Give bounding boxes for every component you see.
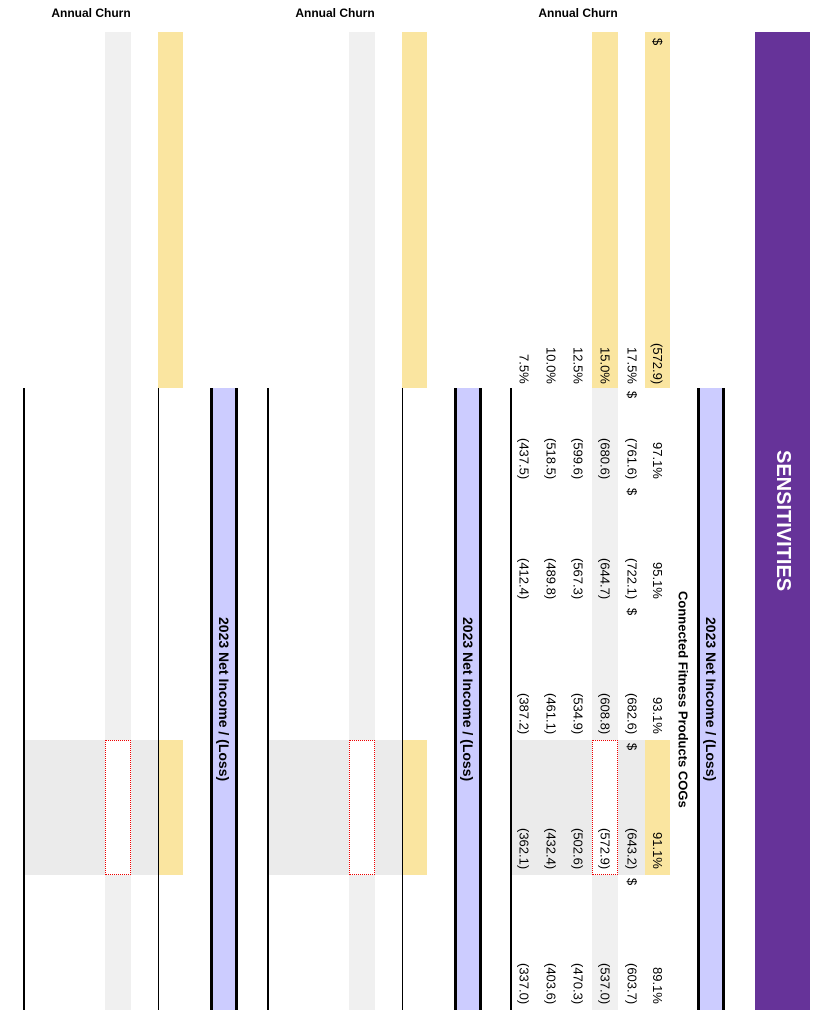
cell-value: (502.6) [570,827,586,869]
table-header: 2023 Net Income / (Loss) [703,616,719,782]
row-label: 7.5% [516,354,532,384]
column-highlight [645,740,670,875]
cell-value: (362.1) [516,827,532,869]
bottom-border [510,388,512,1010]
cell-value: (461.1) [543,692,559,734]
row-band [349,388,375,1010]
title: SENSITIVITIES [772,450,794,592]
selected-cell [105,740,131,875]
gray-strip [349,32,375,388]
axis-label: Annual Churn [538,6,618,20]
bottom-border [267,388,269,1010]
cell-value: (643.2) [624,827,640,869]
border-line [402,388,403,1010]
header-highlight [402,32,427,388]
cell-value: (412.4) [516,557,532,599]
cell-value: (534.9) [570,692,586,734]
row-label: 17.5% [624,347,640,384]
header-highlight [645,32,670,388]
cell-value: (518.5) [543,437,559,479]
cell-value: (432.4) [543,827,559,869]
cell-value: (403.6) [543,962,559,1004]
column-highlight [158,740,183,875]
base-currency: $ [650,38,665,46]
column-header: 95.1% [650,562,665,599]
table-header: 2023 Net Income / (Loss) [460,616,476,782]
currency: $ [624,878,640,886]
row-label-highlight [592,32,618,388]
axis-label: Annual Churn [295,6,375,20]
column-title: Connected Fitness Products COGs [675,590,691,808]
column-band [511,740,670,875]
cell-value: (603.7) [624,962,640,1004]
column-header: 97.1% [650,442,665,479]
row-band [592,388,618,1010]
table-header: 2023 Net Income / (Loss) [216,616,232,782]
gray-strip [105,32,131,388]
header-highlight [158,32,183,388]
selected-cell [592,740,618,875]
cell-value: (761.6) [624,437,640,479]
currency: $ [624,608,640,616]
row-band [105,388,131,1010]
cell-value: (680.6) [597,437,613,479]
currency: $ [624,488,640,496]
title-bar [755,32,810,1010]
cell-value: (722.1) [624,557,640,599]
currency: $ [624,743,640,751]
selected-cell [349,740,375,875]
column-band [268,740,427,875]
header-bar [210,388,238,1010]
column-band [24,740,183,875]
column-header: 91.1% [650,832,665,869]
cell-value: (682.6) [624,692,640,734]
row-label: 12.5% [570,347,586,384]
axis-label: Annual Churn [51,6,131,20]
row-label: 10.0% [543,347,559,384]
cell-value: (437.5) [516,437,532,479]
row-label: 15.0% [597,347,613,384]
column-header: 89.1% [650,967,665,1004]
cell-value: (387.2) [516,692,532,734]
header-bar [454,388,482,1010]
cell-value: (567.3) [570,557,586,599]
cell-value: (470.3) [570,962,586,1004]
base-value: (572.9) [650,342,665,384]
cell-value: (608.8) [597,692,613,734]
cell-value: (337.0) [516,962,532,1004]
border-line [158,388,159,1010]
column-highlight [402,740,427,875]
cell-value: (489.8) [543,557,559,599]
cell-value: (572.9) [597,827,613,869]
cell-value: (537.0) [597,962,613,1004]
header-bar [697,388,725,1010]
cell-value: (599.6) [570,437,586,479]
cell-value: (644.7) [597,557,613,599]
bottom-border [23,388,25,1010]
column-header: 93.1% [650,697,665,734]
currency: $ [624,391,640,399]
